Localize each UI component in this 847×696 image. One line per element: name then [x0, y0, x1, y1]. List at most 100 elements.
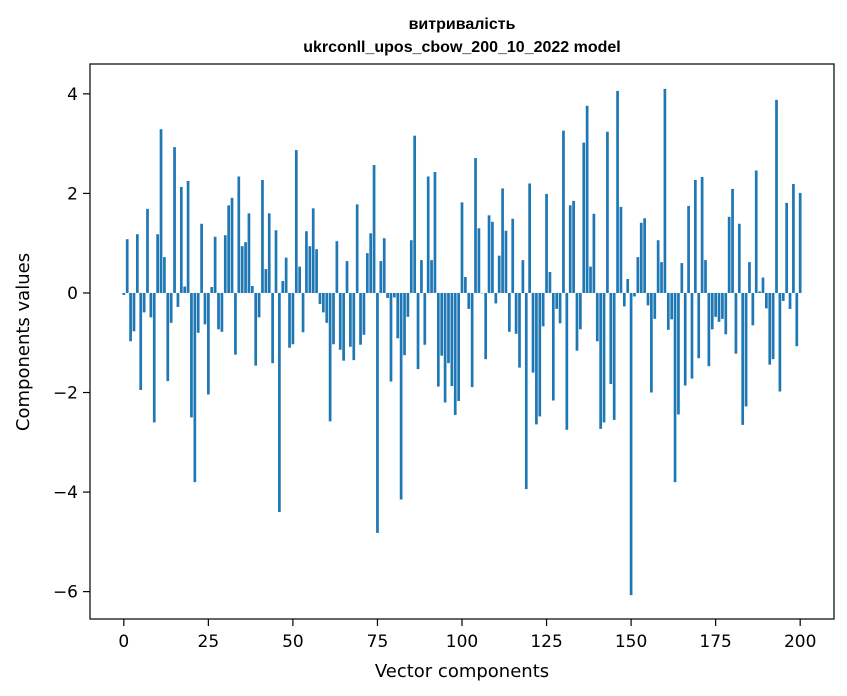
bar-118	[521, 260, 525, 293]
x-tick-label-200: 200	[784, 632, 816, 652]
plot-frame	[89, 63, 835, 620]
bar-148	[622, 292, 626, 307]
bar-156	[650, 292, 653, 393]
bar-101	[464, 277, 467, 293]
bar-33	[234, 292, 237, 355]
bar-182	[737, 223, 741, 293]
bar-171	[700, 176, 704, 293]
bar-87	[416, 292, 420, 370]
bar-197	[788, 292, 792, 309]
bar-110	[494, 292, 498, 304]
bar-176	[717, 292, 721, 322]
bar-161	[666, 292, 670, 330]
bar-22	[196, 292, 200, 333]
bar-100	[460, 202, 464, 293]
bar-143	[606, 131, 609, 293]
bar-164	[677, 292, 680, 415]
bar-29	[220, 292, 224, 332]
bar-162	[670, 292, 674, 320]
bar-34	[237, 176, 241, 293]
bar-112	[501, 188, 504, 293]
bar-58	[318, 292, 322, 304]
bar-104	[474, 158, 477, 293]
bar-26	[210, 287, 214, 293]
x-tick-label-125: 125	[530, 632, 562, 652]
bar-21	[193, 292, 197, 483]
x-tick-label-75: 75	[367, 632, 389, 652]
x-tick-label-50: 50	[282, 632, 304, 652]
bars-group	[122, 88, 802, 596]
bar-37	[247, 213, 251, 293]
bar-1	[125, 239, 129, 293]
bar-2	[129, 292, 132, 342]
bar-49	[288, 292, 291, 348]
bar-116	[514, 292, 518, 334]
bar-189	[761, 277, 765, 293]
bar-124	[541, 292, 545, 327]
bar-133	[572, 200, 575, 293]
bar-111	[497, 255, 501, 293]
bar-95	[443, 292, 447, 403]
bar-4	[135, 234, 139, 293]
bar-11	[159, 129, 163, 293]
y-tick-label-2: 2	[67, 184, 78, 204]
bar-168	[690, 292, 694, 379]
bar-145	[612, 292, 616, 420]
bar-35	[240, 246, 244, 293]
bar-6	[142, 292, 146, 313]
bar-147	[619, 206, 623, 293]
bar-79	[389, 292, 393, 382]
bar-122	[535, 292, 538, 425]
bar-155	[646, 292, 650, 306]
bar-63	[335, 241, 339, 293]
bar-98	[453, 292, 457, 415]
bar-136	[582, 142, 586, 293]
bar-88	[420, 260, 423, 293]
bar-66	[345, 261, 349, 293]
bar-138	[589, 266, 592, 293]
bar-69	[355, 204, 359, 293]
bar-179	[727, 216, 731, 293]
bar-94	[440, 292, 444, 356]
bar-28	[217, 292, 220, 330]
bar-60	[325, 292, 329, 323]
bar-163	[673, 292, 677, 483]
bar-55	[308, 246, 312, 293]
bar-160	[663, 88, 667, 293]
bar-194	[778, 292, 782, 392]
bar-142	[602, 292, 606, 423]
bar-39	[254, 292, 258, 366]
bar-107	[484, 292, 488, 360]
bar-119	[524, 292, 528, 490]
bar-8	[149, 292, 153, 318]
bar-76	[379, 261, 383, 293]
bar-71	[362, 292, 366, 335]
bar-19	[186, 180, 190, 293]
bar-41	[261, 179, 264, 293]
bar-50	[291, 292, 295, 345]
bar-191	[768, 292, 772, 365]
bar-135	[579, 292, 582, 330]
bar-23	[200, 223, 203, 293]
bar-82	[399, 292, 403, 500]
bar-115	[511, 218, 515, 293]
bar-47	[281, 281, 285, 293]
bar-193	[775, 99, 778, 293]
bar-183	[741, 292, 745, 425]
bar-30	[223, 235, 227, 293]
bar-0	[122, 292, 126, 295]
bar-85	[409, 240, 413, 293]
bar-81	[396, 292, 400, 339]
bar-51	[294, 150, 298, 293]
bar-97	[450, 292, 454, 387]
y-tick-label-0: 0	[67, 284, 78, 304]
bar-165	[680, 263, 684, 293]
bar-65	[342, 292, 345, 361]
y-tick-label--4: −4	[53, 483, 78, 503]
bar-169	[693, 179, 697, 293]
bar-121	[531, 292, 535, 373]
bar-68	[352, 292, 356, 361]
